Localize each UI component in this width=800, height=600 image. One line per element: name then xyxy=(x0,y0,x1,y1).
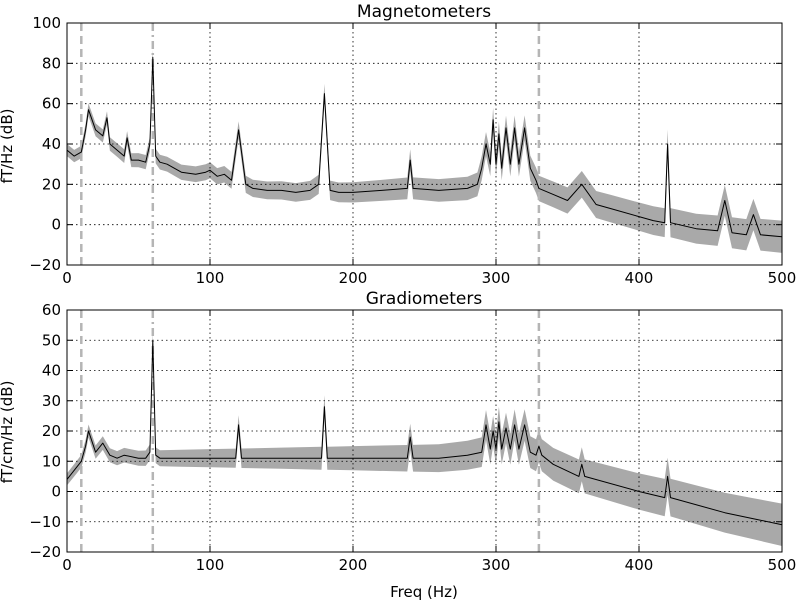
x-tick-label: 400 xyxy=(625,269,654,287)
y-tick-label: 80 xyxy=(42,54,61,72)
x-tick-label: 0 xyxy=(62,556,72,574)
magnetometers-axes: Magnetometers fT/Hz (dB) 0 100 200 300 400 50… xyxy=(0,2,796,287)
x-axis-label: Freq (Hz) xyxy=(390,583,458,600)
series-line xyxy=(66,56,783,238)
y-tick-label: 20 xyxy=(42,175,61,193)
y-tick-label: −20 xyxy=(29,256,61,274)
x-tick-label: 0 xyxy=(62,269,72,287)
x-tick-label: 400 xyxy=(625,556,654,574)
x-tick-label: 100 xyxy=(196,556,225,574)
gradiometers-axes: Gradiometers fT/cm/Hz (dB) Freq (Hz) 0 10… xyxy=(0,289,796,600)
y-tick-label: 10 xyxy=(42,452,61,470)
series-band xyxy=(67,332,782,546)
y-tick-label: 100 xyxy=(32,14,61,32)
x-tick-label: 100 xyxy=(196,269,225,287)
x-tick-label: 200 xyxy=(339,269,368,287)
x-tick-label: 500 xyxy=(768,269,797,287)
gradiometers-title: Gradiometers xyxy=(366,289,483,309)
y-tick-label: −20 xyxy=(29,543,61,561)
y-tick-label: 60 xyxy=(42,95,61,113)
x-tick-label: 500 xyxy=(768,556,797,574)
y-tick-label: 30 xyxy=(42,392,61,410)
x-tick-label: 300 xyxy=(482,269,511,287)
magnetometers-title: Magnetometers xyxy=(357,2,491,22)
y-tick-label: 40 xyxy=(42,362,61,380)
gradiometers-y-axis-label: fT/cm/Hz (dB) xyxy=(0,381,16,484)
y-tick-label: −10 xyxy=(29,513,61,531)
y-tick-label: 60 xyxy=(42,301,61,319)
y-tick-label: 40 xyxy=(42,135,61,153)
x-tick-label: 200 xyxy=(339,556,368,574)
x-tick-label: 300 xyxy=(482,556,511,574)
magnetometers-y-axis-label: fT/Hz (dB) xyxy=(0,109,16,184)
y-tick-label: 0 xyxy=(51,216,61,234)
y-tick-label: 0 xyxy=(51,483,61,501)
series-line xyxy=(66,339,783,526)
y-tick-label: 50 xyxy=(42,331,61,349)
series-band xyxy=(67,50,782,253)
y-tick-label: 20 xyxy=(42,422,61,440)
